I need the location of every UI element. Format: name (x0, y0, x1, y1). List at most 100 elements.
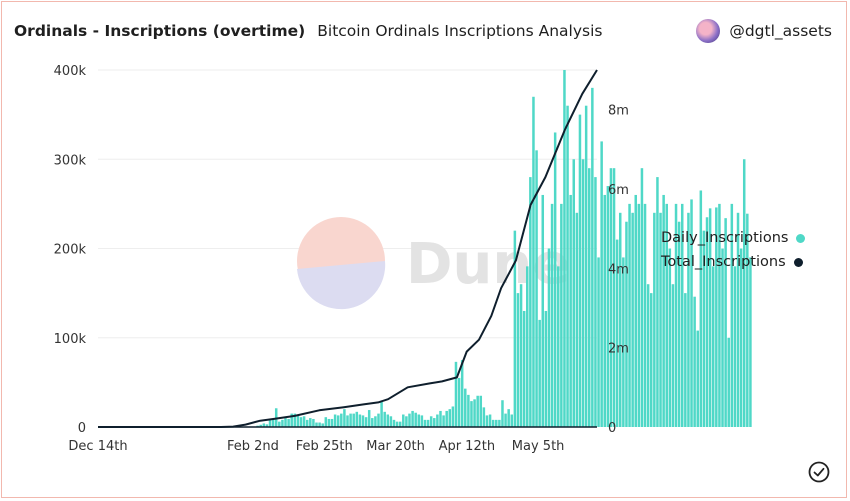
bar (367, 410, 371, 427)
bar (550, 203, 554, 427)
bar (724, 218, 727, 427)
check-circle-icon[interactable] (808, 461, 830, 483)
y-left-tick-label: 300k (54, 153, 87, 168)
bar (470, 401, 473, 427)
bar (451, 406, 455, 427)
bar (522, 310, 526, 427)
x-tick-label: Apr 12th (439, 439, 496, 454)
bar (333, 414, 337, 427)
legend-item-daily[interactable]: Daily_Inscriptions (661, 226, 806, 250)
bar (402, 414, 405, 427)
bar (591, 87, 594, 427)
chart-title: Ordinals - Inscriptions (overtime) (14, 22, 306, 40)
bar (442, 415, 445, 427)
bar (510, 414, 514, 427)
bar (584, 105, 588, 427)
bar-series (98, 70, 752, 428)
bar (696, 330, 699, 427)
bar (302, 416, 306, 427)
legend-item-total[interactable]: Total_Inscriptions (661, 250, 805, 274)
bar (290, 413, 293, 427)
y-right-tick-label: 8m (608, 104, 629, 119)
bar (358, 414, 362, 427)
bar (464, 388, 467, 427)
x-axis: Dec 14th Feb 2nd Feb 25th Mar 20th Apr 12th M… (68, 439, 564, 454)
bar (281, 419, 284, 427)
bar (634, 194, 637, 427)
bar (349, 413, 352, 427)
bar (535, 150, 538, 427)
bar (395, 421, 399, 427)
y-left-tick-label: 100k (54, 332, 87, 347)
y-right-tick-label: 0 (608, 421, 616, 436)
bar (439, 410, 442, 427)
bar (557, 266, 560, 427)
bar (516, 293, 520, 427)
x-tick-label: Mar 20th (366, 439, 425, 454)
bar (330, 418, 334, 427)
bar (588, 168, 591, 428)
bar (631, 212, 634, 427)
bar (622, 257, 625, 427)
bar (718, 203, 721, 427)
bar (482, 407, 486, 427)
bar (674, 203, 678, 427)
bar (336, 415, 340, 427)
watermark-circle-lower (297, 261, 386, 310)
bar (553, 132, 557, 427)
bar (687, 212, 690, 427)
legend-label-daily: Daily_Inscriptions (661, 230, 789, 246)
bar (284, 418, 287, 427)
bar (680, 203, 684, 427)
bar (637, 203, 641, 427)
bar (324, 417, 328, 427)
bar (659, 212, 662, 427)
bar (361, 415, 365, 427)
bar (315, 422, 318, 427)
total-inscriptions-line (98, 69, 598, 428)
bar (572, 159, 576, 427)
bar (594, 177, 597, 427)
bar (560, 203, 563, 427)
bar (371, 418, 374, 427)
bar (498, 419, 501, 427)
author-link[interactable]: @dgtl_assets (696, 19, 832, 43)
bar (519, 284, 523, 427)
bar (473, 399, 476, 427)
bar (600, 141, 603, 427)
bar (625, 221, 628, 427)
bar (398, 421, 402, 427)
bar (606, 186, 610, 427)
bar (721, 248, 724, 427)
bar (386, 414, 390, 427)
bar (656, 177, 659, 427)
bar (433, 418, 436, 427)
bar (544, 310, 548, 427)
bar (597, 257, 600, 427)
bar (671, 284, 675, 427)
y-axis-left: 0 100k 200k 300k 400k (54, 64, 87, 436)
y-axis-right: 0 2m 4m 6m 8m (608, 104, 629, 436)
bar (566, 105, 569, 427)
bar (380, 401, 383, 427)
watermark-text: Dune (406, 232, 570, 297)
chart-subtitle: Bitcoin Ordinals Inscriptions Analysis (317, 22, 603, 40)
bar (321, 423, 324, 427)
bar (730, 203, 734, 427)
bar (457, 377, 461, 427)
bar (485, 415, 489, 427)
bar (364, 417, 368, 427)
bar (389, 416, 393, 427)
bar (346, 415, 349, 427)
bar (467, 394, 470, 427)
bar (702, 230, 706, 427)
x-tick-label: Dec 14th (68, 439, 127, 454)
bar (476, 395, 479, 427)
bar (488, 414, 492, 427)
bar (526, 266, 529, 427)
bar (609, 168, 613, 428)
bar (677, 221, 681, 427)
bar (405, 416, 408, 427)
bar (312, 418, 315, 427)
